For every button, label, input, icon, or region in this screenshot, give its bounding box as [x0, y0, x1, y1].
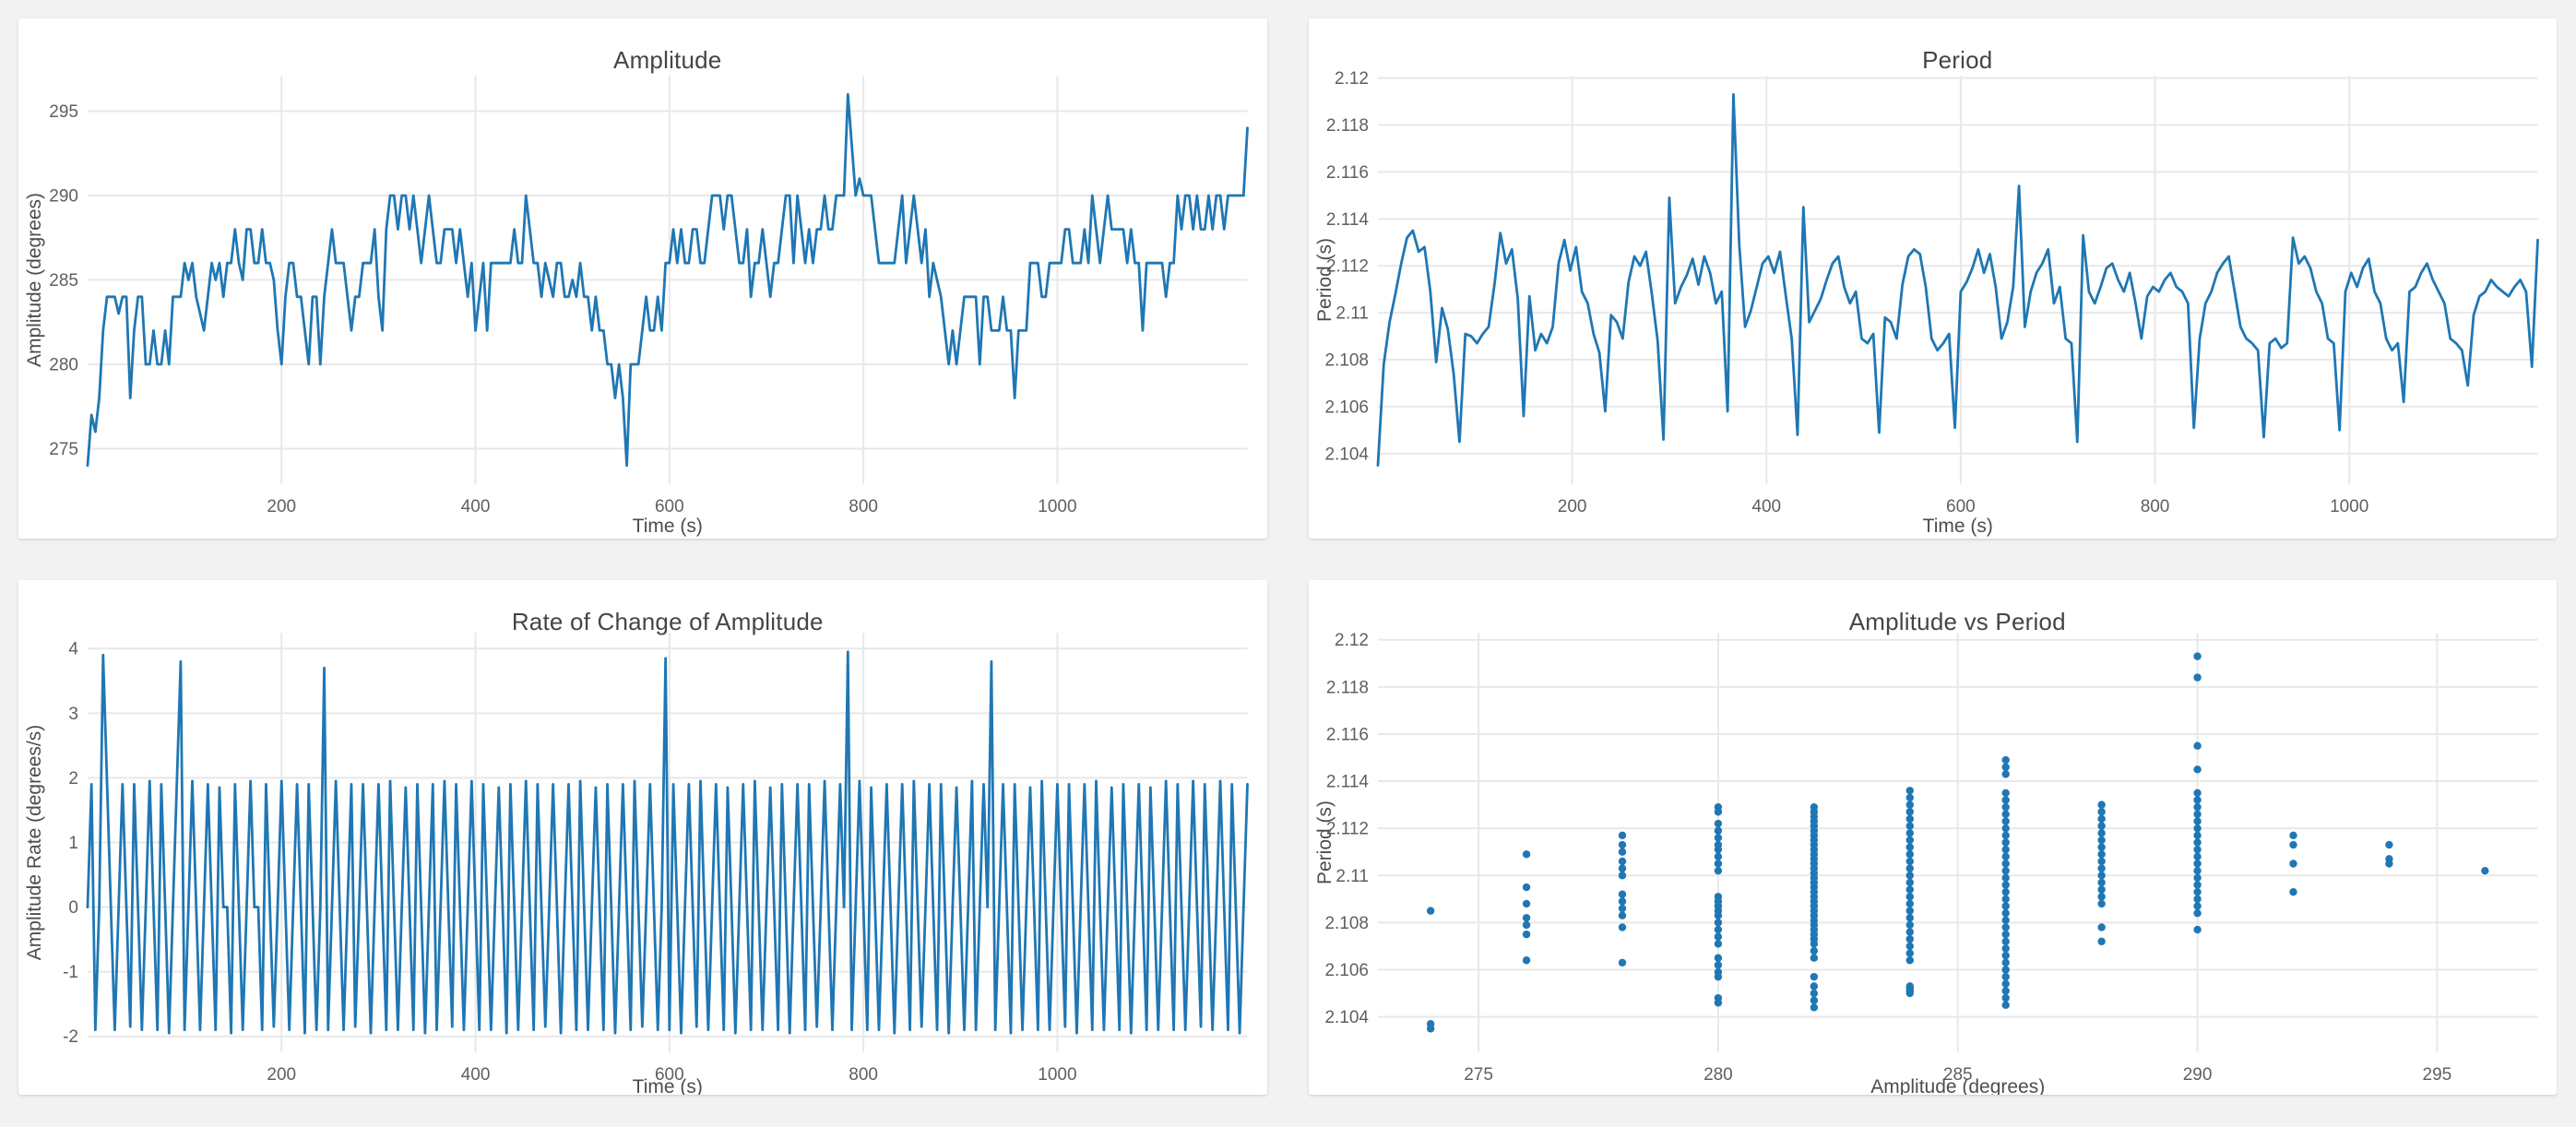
svg-text:Period (s): Period (s): [1313, 238, 1335, 322]
svg-text:400: 400: [1751, 497, 1781, 516]
svg-text:2.116: 2.116: [1325, 163, 1368, 183]
svg-text:1000: 1000: [1038, 497, 1076, 516]
chart-card-amplitude-vs-period: 275 280 285 290 295 2.104 2.106 2.108 2.11 2.112 2…: [1308, 580, 2557, 1095]
svg-text:Period (s): Period (s): [1313, 801, 1335, 884]
svg-text:2.108: 2.108: [1324, 351, 1369, 371]
svg-text:280: 280: [49, 355, 78, 374]
svg-text:Amplitude (degrees): Amplitude (degrees): [24, 193, 45, 367]
svg-text:-2: -2: [63, 1027, 78, 1047]
svg-text:800: 800: [2140, 497, 2169, 516]
svg-text:400: 400: [461, 497, 491, 516]
svg-text:Time (s): Time (s): [633, 516, 703, 537]
svg-text:0: 0: [68, 898, 78, 918]
svg-text:275: 275: [1464, 1065, 1493, 1085]
svg-text:400: 400: [461, 1065, 491, 1085]
svg-text:290: 290: [2182, 1065, 2212, 1085]
svg-text:275: 275: [49, 440, 78, 459]
svg-text:2.12: 2.12: [1335, 69, 1369, 89]
svg-text:2.11: 2.11: [1335, 867, 1369, 886]
svg-text:2: 2: [68, 769, 78, 789]
chart-card-amplitude-rate: 200 400 600 800 1000 -2 -1 0 1 2 3 4 Time (s) Amplitu…: [18, 580, 1267, 1095]
svg-text:2.112: 2.112: [1325, 257, 1368, 277]
svg-text:800: 800: [849, 1065, 878, 1085]
chart-title-amplitude: Amplitude: [613, 46, 722, 74]
svg-text:800: 800: [849, 497, 878, 516]
svg-text:2.112: 2.112: [1325, 820, 1368, 839]
svg-text:2.118: 2.118: [1325, 116, 1368, 136]
svg-text:2.116: 2.116: [1325, 725, 1368, 744]
svg-text:2.104: 2.104: [1324, 1008, 1369, 1027]
svg-text:200: 200: [1557, 497, 1586, 516]
svg-text:Time (s): Time (s): [633, 1076, 703, 1095]
svg-text:600: 600: [655, 1065, 684, 1085]
svg-text:200: 200: [267, 497, 296, 516]
svg-text:200: 200: [267, 1065, 296, 1085]
svg-text:2.118: 2.118: [1325, 678, 1368, 697]
amplitude-rate-line-chart: 200 400 600 800 1000 -2 -1 0 1 2 3 4 Time (s) Amplitu…: [24, 633, 1249, 1095]
svg-text:2.114: 2.114: [1325, 773, 1368, 792]
amplitude-vs-period-scatter-chart: 275 280 285 290 295 2.104 2.106 2.108 2.11 2.112 2…: [1313, 631, 2538, 1095]
svg-text:600: 600: [655, 497, 684, 516]
period-line-chart: 200 400 600 800 1000 2.104 2.106 2.108 2.11 2.112…: [1313, 69, 2539, 537]
svg-text:Amplitude Rate (degrees/s): Amplitude Rate (degrees/s): [24, 725, 45, 960]
svg-text:3: 3: [68, 705, 78, 724]
svg-text:285: 285: [1942, 1065, 1972, 1085]
svg-text:285: 285: [49, 271, 78, 291]
chart-card-period: 200 400 600 800 1000 2.104 2.106 2.108 2.11 2.112…: [1308, 18, 2557, 539]
svg-text:Time (s): Time (s): [1922, 516, 1992, 537]
svg-text:290: 290: [49, 187, 78, 207]
svg-text:4: 4: [68, 640, 78, 659]
svg-text:2.11: 2.11: [1335, 304, 1369, 324]
chart-title-amplitude-vs-period: Amplitude vs Period: [1848, 608, 2066, 635]
svg-text:1: 1: [68, 834, 78, 853]
chart-card-amplitude: 200 400 600 800 1000 275 280 285 290 295 Time (s) A…: [18, 18, 1267, 539]
svg-text:Amplitude (degrees): Amplitude (degrees): [1870, 1076, 2045, 1095]
svg-text:600: 600: [1946, 497, 1976, 516]
svg-text:2.106: 2.106: [1324, 397, 1369, 417]
svg-text:2.108: 2.108: [1324, 914, 1369, 933]
chart-title-period: Period: [1922, 46, 1993, 74]
svg-text:295: 295: [2422, 1065, 2451, 1085]
svg-text:280: 280: [1703, 1065, 1733, 1085]
svg-text:2.12: 2.12: [1335, 631, 1369, 650]
svg-text:1000: 1000: [2330, 497, 2368, 516]
svg-text:-1: -1: [63, 963, 78, 982]
amplitude-line-chart: 200 400 600 800 1000 275 280 285 290 295 Time (s) A…: [24, 76, 1249, 537]
svg-text:2.104: 2.104: [1324, 445, 1369, 464]
chart-title-amplitude-rate: Rate of Change of Amplitude: [511, 608, 824, 635]
svg-text:2.106: 2.106: [1324, 961, 1369, 980]
svg-text:2.114: 2.114: [1325, 210, 1368, 230]
svg-text:295: 295: [49, 102, 78, 122]
svg-text:1000: 1000: [1038, 1065, 1076, 1085]
